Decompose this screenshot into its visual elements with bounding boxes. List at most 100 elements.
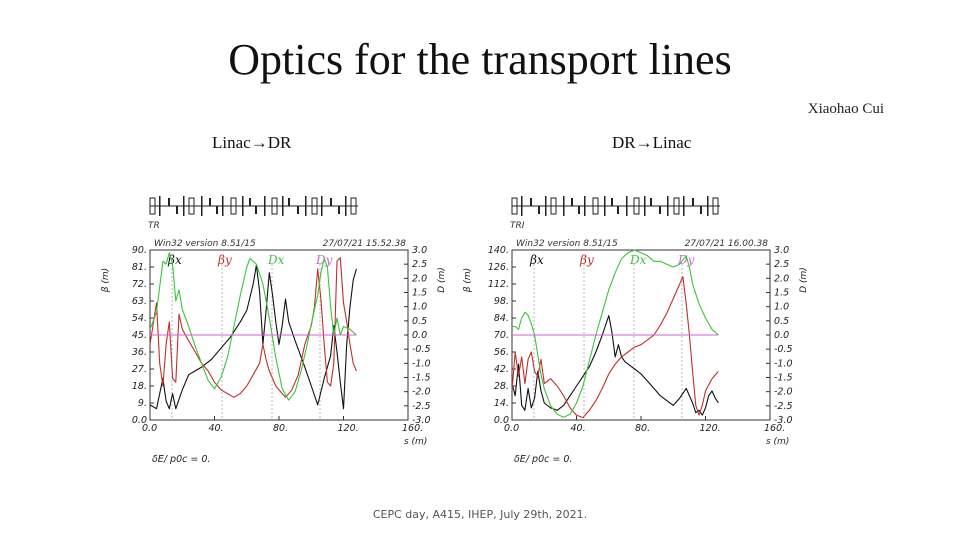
- x-tick-label: 120.: [338, 423, 359, 434]
- lattice-quad-focus: [330, 198, 332, 206]
- series-line-beta-x: [511, 315, 719, 416]
- series-line-beta-y: [511, 276, 719, 419]
- y-left-axis-label: β (m): [463, 268, 473, 293]
- header-left-text: Win32 version 8.51/15: [154, 239, 256, 249]
- lattice-quad-defocus: [216, 206, 218, 214]
- y-left-tick-label: 70.: [494, 330, 509, 341]
- y-left-tick-label: 36.: [132, 347, 147, 358]
- x-tick-label: 0.0: [504, 423, 519, 434]
- y-right-tick-label: -1.0: [412, 358, 431, 369]
- y-right-tick-label: -0.5: [412, 344, 431, 355]
- x-tick-label: 160.: [764, 423, 785, 434]
- y-left-tick-label: 140.: [488, 245, 509, 256]
- series-line-disp-x: [512, 249, 719, 418]
- lattice-dipole: [633, 197, 640, 215]
- lattice-quad-defocus: [700, 206, 702, 214]
- lattice-element: [683, 196, 685, 216]
- y-left-tick-label: 18.: [132, 381, 147, 392]
- x-tick-label: 40.: [571, 423, 586, 434]
- lattice-element: [264, 196, 266, 216]
- y-right-tick-label: -0.5: [774, 344, 793, 355]
- lattice-dipole: [188, 197, 195, 215]
- y-left-tick-label: 126.: [488, 262, 509, 273]
- legend-disp-x: Dx: [267, 253, 285, 267]
- lattice-element: [545, 196, 547, 216]
- y-right-tick-label: 2.5: [774, 259, 789, 270]
- y-right-tick-label: -3.0: [774, 415, 793, 426]
- y-left-tick-label: 27.: [132, 364, 147, 375]
- lattice-element: [282, 196, 284, 216]
- y-right-tick-label: 2.0: [774, 273, 789, 284]
- y-left-tick-label: 0.0: [494, 415, 509, 426]
- y-left-tick-label: 98.: [494, 296, 509, 307]
- y-right-tick-label: 1.0: [412, 302, 427, 313]
- lattice-element: [644, 196, 646, 216]
- y-left-tick-label: 42.: [494, 364, 509, 375]
- lattice-quad-focus: [611, 198, 613, 206]
- legend-beta-y: βy: [217, 253, 232, 267]
- left-plot-label: Linac→DR: [212, 133, 292, 152]
- y-right-tick-label: -1.5: [412, 373, 431, 384]
- lattice-quad-defocus: [538, 206, 540, 214]
- legend-disp-y: Dy: [677, 253, 695, 267]
- lattice-quad-focus: [288, 198, 290, 206]
- optics-plot-dr-to-linac: TRI Win32 version 8.51/15 27/07/21 16.00.3…: [463, 196, 809, 465]
- y-left-tick-label: 112.: [488, 279, 509, 290]
- y-left-tick-label: 90.: [132, 245, 147, 256]
- x-tick-label: 40.: [209, 423, 224, 434]
- lattice-quad-focus: [209, 198, 211, 206]
- x-tick-label: 80.: [635, 423, 650, 434]
- header-right-text: 27/07/21 15.52.38: [323, 239, 407, 249]
- lattice-dipole: [350, 197, 357, 215]
- slide-title: Optics for the transport lines: [228, 35, 732, 84]
- legend-beta-y: βy: [579, 253, 594, 267]
- y-left-tick-label: 56.: [494, 347, 509, 358]
- y-right-tick-label: 3.0: [774, 245, 789, 256]
- lattice-quad-focus: [530, 198, 532, 206]
- lattice-quad-defocus: [338, 206, 340, 214]
- optics-plot-linac-to-dr: TR Win32 version 8.51/15 27/07/21 15.52.38…: [101, 196, 447, 465]
- y-left-tick-label: 54.: [132, 313, 147, 324]
- lattice-quad-defocus: [578, 206, 580, 214]
- footer-note: CEPC day, A415, IHEP, July 29th, 2021.: [372, 508, 588, 521]
- y-left-tick-label: 14.: [494, 398, 509, 409]
- y-right-tick-label: -3.0: [412, 415, 431, 426]
- x-tick-label: 160.: [402, 423, 423, 434]
- lattice-element: [521, 196, 523, 216]
- lattice-dipole: [230, 197, 237, 215]
- y-right-tick-label: 0.0: [412, 330, 427, 341]
- y-left-tick-label: 63.: [132, 296, 147, 307]
- lattice-dipole: [673, 197, 680, 215]
- lattice-element: [222, 196, 224, 216]
- lattice-quad-focus: [168, 198, 170, 206]
- lattice-quad-defocus: [659, 206, 661, 214]
- y-right-tick-label: 0.0: [774, 330, 789, 341]
- y-left-tick-label: 0.0: [132, 415, 147, 426]
- series-line-disp-x: [149, 252, 357, 401]
- lattice-element: [321, 196, 323, 216]
- header-left-text: Win32 version 8.51/15: [516, 239, 618, 249]
- y-left-tick-label: 72.: [132, 279, 147, 290]
- header-right-text: 27/07/21 16.00.38: [685, 239, 769, 249]
- legend-beta-x: βx: [529, 253, 544, 267]
- lattice-quad-focus: [571, 198, 573, 206]
- lattice-quad-defocus: [297, 206, 299, 214]
- y-right-tick-label: -2.0: [774, 387, 793, 398]
- y-right-tick-label: -2.5: [412, 401, 431, 412]
- y-right-tick-label: 2.5: [412, 259, 427, 270]
- lattice-element: [563, 196, 565, 216]
- momentum-deviation-note: δE/ p0c = 0.: [152, 454, 210, 465]
- y-left-tick-label: 9.: [138, 398, 147, 409]
- lattice-element: [626, 196, 628, 216]
- lattice-element: [345, 196, 347, 216]
- right-plot-label: DR→Linac: [612, 133, 692, 152]
- x-tick-label: 0.0: [142, 423, 157, 434]
- y-right-tick-label: 0.5: [774, 316, 789, 327]
- lattice-quad-defocus: [255, 206, 257, 214]
- y-right-axis-label: D (m): [799, 267, 809, 293]
- lattice-quad-defocus: [176, 206, 178, 214]
- lattice-dipole: [511, 197, 518, 215]
- lattice-element: [183, 196, 185, 216]
- lattice-dipole: [271, 197, 278, 215]
- y-right-axis-label: D (m): [437, 267, 447, 293]
